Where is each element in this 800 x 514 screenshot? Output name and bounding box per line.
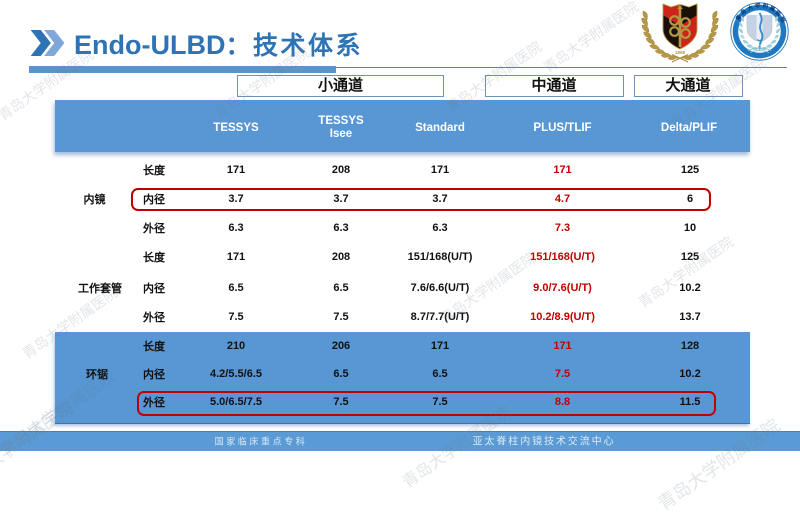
svg-text:学: 学 bbox=[755, 2, 762, 10]
svg-text:青: 青 bbox=[734, 13, 744, 23]
svg-text:1898: 1898 bbox=[675, 50, 686, 55]
svg-text:医: 医 bbox=[774, 8, 784, 18]
svg-text:岛: 岛 bbox=[739, 7, 749, 17]
svg-text:附: 附 bbox=[762, 2, 769, 10]
svg-text:院: 院 bbox=[778, 15, 788, 25]
svg-text:属: 属 bbox=[768, 4, 776, 14]
svg-text:大: 大 bbox=[746, 3, 755, 13]
